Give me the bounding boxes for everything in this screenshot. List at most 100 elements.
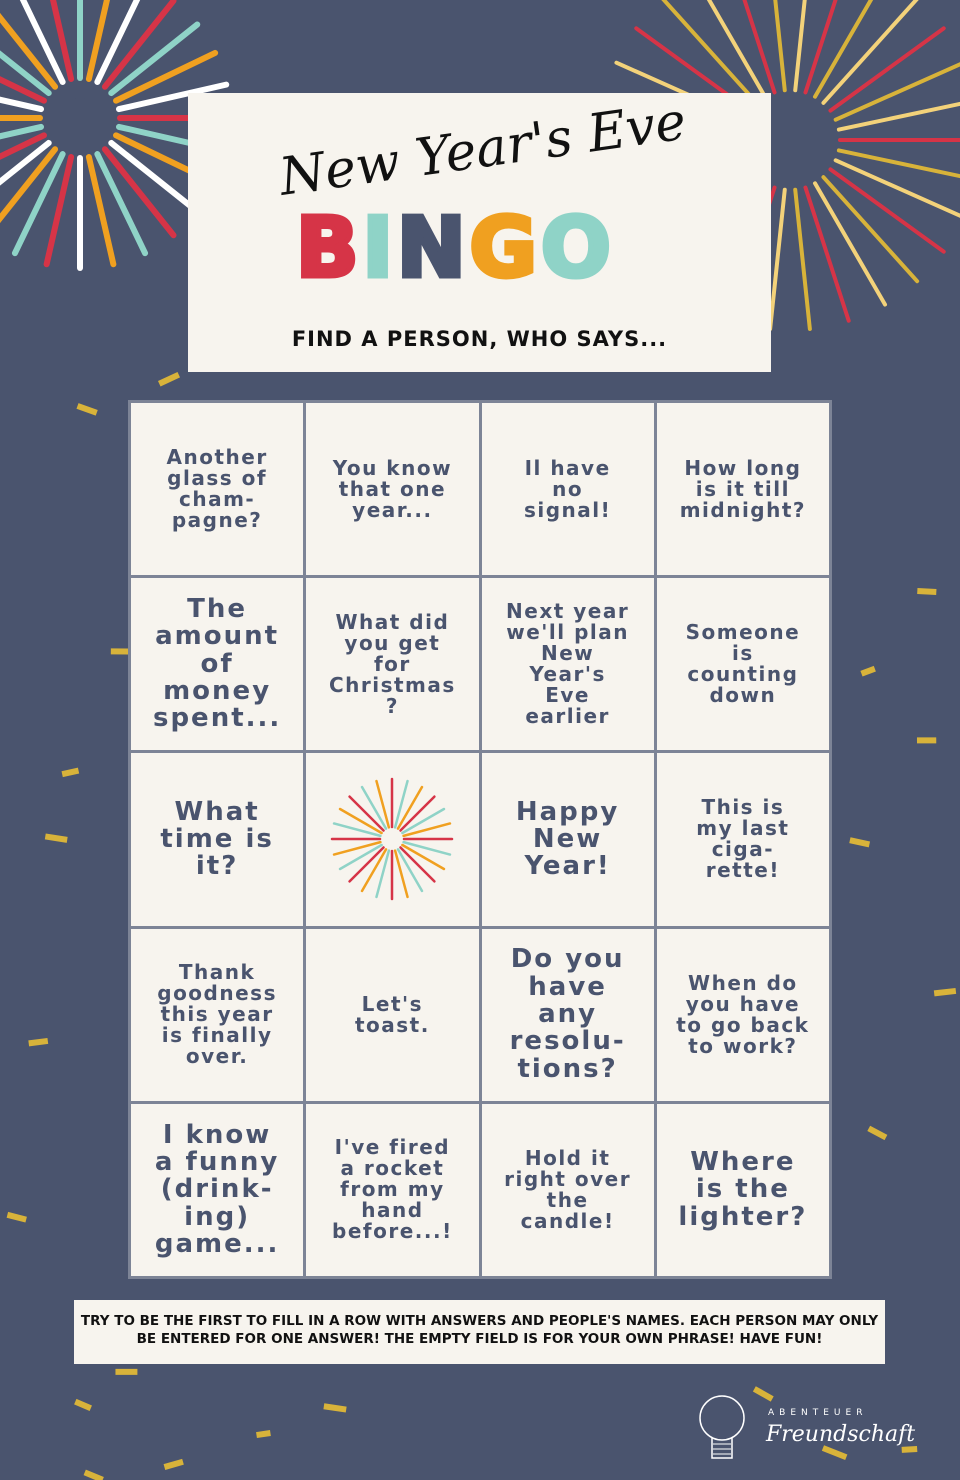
bingo-cell[interactable]: Happy New Year! — [481, 753, 654, 926]
bingo-cell[interactable]: What did you get for Christmas ? — [306, 578, 479, 751]
firework-ray — [399, 846, 437, 884]
confetti — [867, 1125, 888, 1141]
confetti — [849, 837, 871, 848]
confetti — [933, 987, 957, 997]
firework-ray — [742, 0, 777, 95]
bingo-cell[interactable]: Il have no signal! — [481, 403, 654, 576]
confetti — [323, 1403, 347, 1413]
confetti — [821, 1445, 848, 1461]
firework-ray — [49, 0, 75, 83]
firework-ray — [339, 844, 384, 871]
letter-o: O — [538, 199, 615, 299]
free-cell-fireworks[interactable] — [306, 753, 479, 926]
bingo-cell[interactable]: When do you have to go back to work? — [656, 928, 829, 1101]
letter-n: N — [395, 199, 470, 299]
confetti — [83, 1469, 104, 1480]
bingo-cell[interactable]: This is my last ciga- rette! — [656, 753, 829, 926]
bingo-cell[interactable]: Where is the lighter? — [656, 1103, 829, 1276]
firework-ray — [0, 50, 52, 97]
bingo-cell[interactable]: I've fired a rocket from my hand before.… — [306, 1103, 479, 1276]
lightbulb-icon — [699, 1395, 745, 1459]
firework-ray — [793, 187, 812, 331]
firework-ray — [0, 76, 47, 104]
firework-ray — [375, 849, 391, 899]
confetti — [44, 833, 68, 843]
firework-ray — [348, 795, 386, 833]
firework-ray — [361, 848, 388, 893]
fireworks-icon — [331, 778, 454, 901]
firework-ray — [113, 49, 219, 104]
bingo-cell[interactable]: How long is it till midnight? — [656, 403, 829, 576]
firework-ray — [339, 808, 384, 835]
firework-ray — [101, 0, 177, 90]
bingo-cell[interactable]: Hold it right over the candle! — [481, 1103, 654, 1276]
firework-ray — [94, 0, 141, 85]
script-title: New Year's Eve — [275, 91, 690, 208]
firework-ray — [43, 153, 75, 268]
firework-ray — [0, 12, 59, 90]
confetti — [752, 1386, 774, 1402]
logo-top-text: ABENTEUER — [768, 1408, 868, 1418]
firework-ray — [108, 21, 201, 97]
confetti — [6, 1211, 27, 1223]
firework-ray — [394, 849, 410, 899]
firework-ray — [813, 181, 887, 307]
bingo-cell[interactable]: Let's toast. — [306, 928, 479, 1101]
confetti — [110, 648, 131, 655]
firework-ray — [768, 187, 787, 331]
letter-g: G — [467, 199, 541, 299]
firework-ray — [375, 780, 391, 830]
instructions-line-2: BE ENTERED FOR ONE ANSWER! THE EMPTY FIE… — [136, 1331, 823, 1347]
firework-ray — [821, 0, 919, 105]
brand-logo: ABENTEUER Freundschaft — [696, 1392, 915, 1468]
firework-ray — [0, 146, 59, 224]
bingo-cell[interactable]: Next year we'll plan New Year's Eve earl… — [481, 578, 654, 751]
confetti — [916, 737, 937, 744]
logo-main-text: Freundschaft — [766, 1422, 916, 1447]
instructions-line-1: TRY TO BE THE FIRST TO FILL IN A ROW WIT… — [80, 1313, 879, 1329]
confetti — [860, 665, 876, 677]
firework-ray — [833, 62, 960, 122]
firework-ray — [828, 167, 946, 254]
bingo-cell[interactable]: Someone is counting down — [656, 578, 829, 751]
confetti — [917, 588, 937, 596]
instructions: TRY TO BE THE FIRST TO FILL IN A ROW WIT… — [74, 1300, 885, 1364]
bingo-cell[interactable]: The amount of money spent... — [131, 578, 304, 751]
confetti — [76, 403, 98, 416]
letter-b: B — [294, 199, 363, 299]
firework-ray — [0, 96, 45, 113]
firework-ray — [836, 148, 960, 179]
firework-ray — [361, 786, 388, 831]
bingo-cell[interactable]: Thank goodness this year is finally over… — [131, 928, 304, 1101]
firework-ray — [803, 0, 838, 95]
bingo-cell[interactable]: What time is it? — [131, 753, 304, 926]
firework-ray — [19, 0, 66, 85]
firework-ray — [836, 101, 960, 132]
firework-ray — [0, 132, 47, 160]
confetti — [61, 767, 80, 778]
firework-ray — [706, 0, 767, 99]
confetti — [28, 1037, 49, 1047]
firework-ray — [397, 786, 424, 831]
confetti — [901, 1445, 918, 1453]
firework-ray — [85, 0, 111, 83]
firework-ray — [348, 846, 386, 884]
firework-ray — [773, 0, 787, 93]
confetti — [74, 1398, 92, 1411]
firework-ray — [828, 26, 946, 113]
firework-ray — [94, 151, 149, 257]
bingo-cell[interactable]: Another glass of cham- pagne? — [131, 403, 304, 576]
firework-ray — [793, 0, 807, 93]
firework-ray — [11, 151, 66, 257]
bingo-cell[interactable]: Do you have any resolu- tions? — [481, 928, 654, 1101]
confetti — [157, 371, 181, 387]
bingo-cell[interactable]: You know that one year... — [306, 403, 479, 576]
title-card: New Year's Eve BINGO FIND A PERSON, WHO … — [188, 91, 771, 372]
bingo-grid: Another glass of cham- pagne? You know th… — [128, 400, 832, 1279]
firework-ray — [333, 841, 383, 857]
firework-ray — [394, 780, 410, 830]
bingo-cell[interactable]: I know a funny (drink- ing) game... — [131, 1103, 304, 1276]
confetti — [256, 1430, 271, 1439]
firework-ray — [108, 139, 201, 215]
confetti — [163, 1458, 184, 1470]
